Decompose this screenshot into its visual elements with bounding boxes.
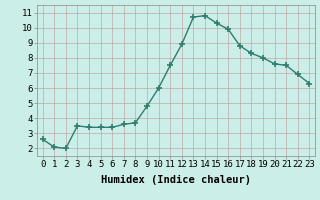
X-axis label: Humidex (Indice chaleur): Humidex (Indice chaleur): [101, 175, 251, 185]
